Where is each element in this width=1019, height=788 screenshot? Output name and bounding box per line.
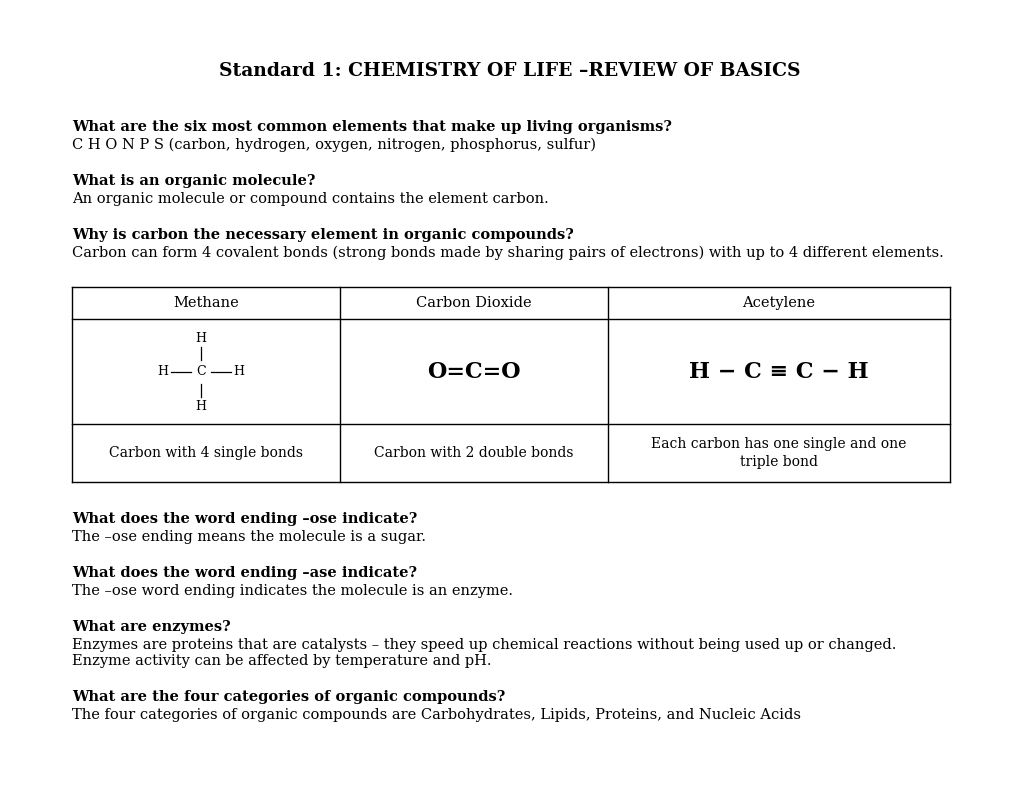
- Text: H: H: [196, 400, 206, 413]
- Text: What does the word ending –ase indicate?: What does the word ending –ase indicate?: [72, 566, 417, 580]
- Text: What is an organic molecule?: What is an organic molecule?: [72, 174, 315, 188]
- Text: H: H: [157, 365, 168, 378]
- Text: Each carbon has one single and one
triple bond: Each carbon has one single and one tripl…: [650, 437, 906, 469]
- Text: Methane: Methane: [173, 296, 238, 310]
- Text: H: H: [196, 332, 206, 345]
- Text: O=C=O: O=C=O: [427, 360, 520, 382]
- Text: The –ose word ending indicates the molecule is an enzyme.: The –ose word ending indicates the molec…: [72, 584, 513, 598]
- Text: Why is carbon the necessary element in organic compounds?: Why is carbon the necessary element in o…: [72, 228, 574, 242]
- Text: Carbon with 4 single bonds: Carbon with 4 single bonds: [109, 446, 303, 460]
- Text: What are enzymes?: What are enzymes?: [72, 620, 230, 634]
- Text: Carbon can form 4 covalent bonds (strong bonds made by sharing pairs of electron: Carbon can form 4 covalent bonds (strong…: [72, 246, 943, 260]
- Text: Carbon Dioxide: Carbon Dioxide: [416, 296, 531, 310]
- Text: Carbon with 2 double bonds: Carbon with 2 double bonds: [374, 446, 573, 460]
- Text: The –ose ending means the molecule is a sugar.: The –ose ending means the molecule is a …: [72, 530, 426, 544]
- Text: What are the six most common elements that make up living organisms?: What are the six most common elements th…: [72, 120, 672, 134]
- Text: An organic molecule or compound contains the element carbon.: An organic molecule or compound contains…: [72, 192, 548, 206]
- Text: C: C: [196, 365, 206, 378]
- Text: H: H: [233, 365, 245, 378]
- Text: H − C ≡ C − H: H − C ≡ C − H: [688, 360, 868, 382]
- Text: What are the four categories of organic compounds?: What are the four categories of organic …: [72, 690, 504, 704]
- Text: Enzyme activity can be affected by temperature and pH.: Enzyme activity can be affected by tempe…: [72, 654, 491, 668]
- Text: Enzymes are proteins that are catalysts – they speed up chemical reactions witho: Enzymes are proteins that are catalysts …: [72, 638, 896, 652]
- Text: C H O N P S (carbon, hydrogen, oxygen, nitrogen, phosphorus, sulfur): C H O N P S (carbon, hydrogen, oxygen, n…: [72, 138, 595, 152]
- Text: The four categories of organic compounds are Carbohydrates, Lipids, Proteins, an: The four categories of organic compounds…: [72, 708, 800, 722]
- Text: Standard 1: CHEMISTRY OF LIFE –REVIEW OF BASICS: Standard 1: CHEMISTRY OF LIFE –REVIEW OF…: [219, 62, 800, 80]
- Text: What does the word ending –ose indicate?: What does the word ending –ose indicate?: [72, 512, 417, 526]
- Text: Acetylene: Acetylene: [742, 296, 814, 310]
